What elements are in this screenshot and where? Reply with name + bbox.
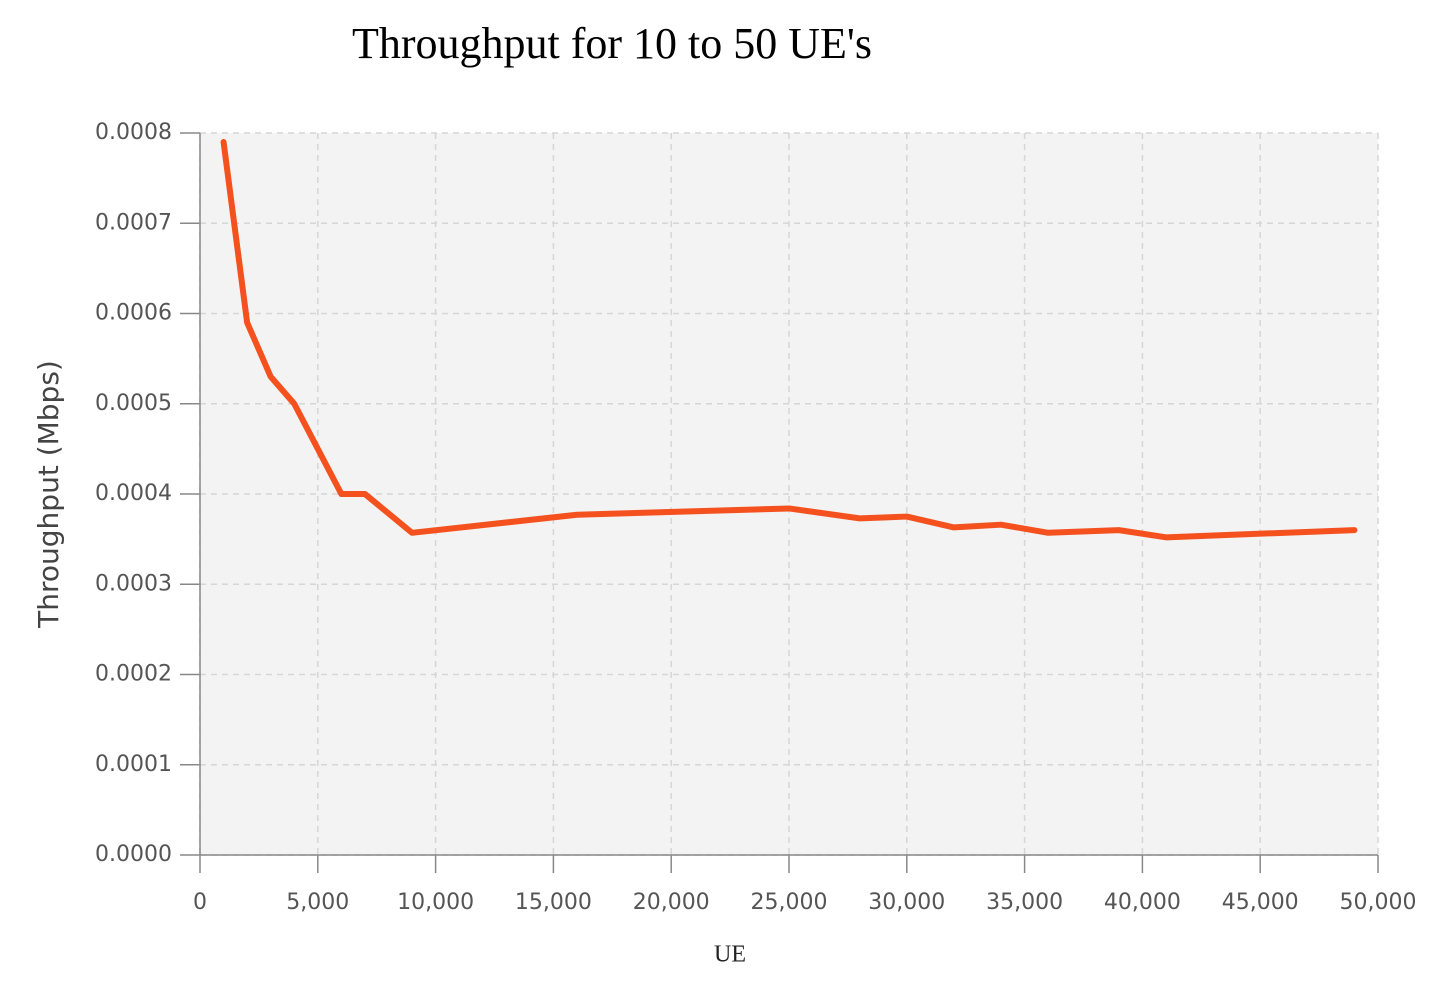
- y-tick-label: 0.0005: [95, 391, 172, 416]
- y-tick-label: 0.0007: [95, 210, 172, 235]
- x-tick-label: 15,000: [515, 890, 592, 915]
- y-tick-label: 0.0004: [95, 481, 172, 506]
- x-tick-label: 20,000: [633, 890, 710, 915]
- x-tick-label: 0: [193, 890, 207, 915]
- x-tick-label: 50,000: [1340, 890, 1417, 915]
- y-tick-label: 0.0002: [95, 662, 172, 687]
- y-axis-label: Throughput (Mbps): [32, 360, 65, 629]
- y-tick-label: 0.0001: [95, 752, 172, 777]
- chart-title: Throughput for 10 to 50 UE's: [352, 19, 872, 68]
- x-tick-label: 10,000: [397, 890, 474, 915]
- y-tick-label: 0.0003: [95, 571, 172, 596]
- x-tick-label: 35,000: [986, 890, 1063, 915]
- x-tick-label: 40,000: [1104, 890, 1181, 915]
- x-tick-label: 25,000: [751, 890, 828, 915]
- y-tick-label: 0.0000: [95, 842, 172, 867]
- data-line: [220, 139, 1358, 541]
- x-tick-label: 45,000: [1222, 890, 1299, 915]
- x-tick-label: 30,000: [868, 890, 945, 915]
- x-tick-label: 5,000: [286, 890, 349, 915]
- y-tick-label: 0.0008: [95, 120, 172, 145]
- x-axis-label: UE: [714, 942, 746, 968]
- y-tick-label: 0.0006: [95, 301, 172, 326]
